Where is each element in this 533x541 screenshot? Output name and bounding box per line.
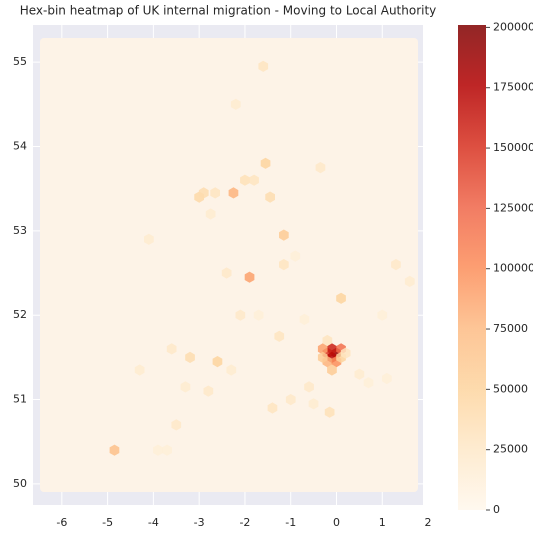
- hex-bin: [240, 174, 250, 186]
- hex-bin: [235, 309, 246, 321]
- hex-bin: [153, 444, 163, 456]
- hex-bin: [315, 162, 326, 174]
- hex-bin: [285, 394, 296, 406]
- hex-bin: [327, 343, 337, 355]
- hex-bin: [327, 364, 337, 376]
- x-tick-label: 0: [333, 516, 340, 529]
- hex-bin: [317, 351, 328, 363]
- hex-bin: [304, 381, 314, 393]
- hex-bin: [228, 187, 239, 199]
- hex-bin: [162, 444, 172, 456]
- hex-bin: [210, 187, 220, 199]
- hex-bin: [258, 60, 269, 72]
- hex-bin: [267, 402, 278, 414]
- hex-bin: [185, 351, 195, 363]
- hex-bin: [198, 187, 209, 199]
- hex-bin: [340, 347, 351, 359]
- hex-bin: [299, 313, 310, 325]
- hex-bin: [363, 377, 374, 389]
- colorbar-tick-label: 175000: [493, 81, 533, 94]
- hex-bin: [279, 229, 289, 241]
- hexes: [109, 60, 415, 456]
- hex-bin: [230, 98, 241, 110]
- x-tick-label: -1: [285, 516, 296, 529]
- hex-bin: [203, 385, 214, 397]
- hex-bin: [221, 267, 232, 279]
- x-tick-label: -4: [148, 516, 159, 529]
- hex-bin: [308, 398, 319, 410]
- colorbar-tick-label: 150000: [493, 141, 533, 154]
- hex-bin: [171, 419, 182, 431]
- y-tick-label: 54: [13, 139, 27, 152]
- hex-bin: [253, 309, 264, 321]
- hex-bin: [109, 444, 120, 456]
- hex-bin: [180, 381, 191, 393]
- x-tick-label: -3: [194, 516, 205, 529]
- colorbar-tick-label: 50000: [493, 382, 528, 395]
- chart-title: Hex-bin heatmap of UK internal migration…: [20, 4, 437, 18]
- hex-bin: [144, 233, 154, 245]
- hex-bin: [265, 191, 275, 203]
- y-tick-label: 53: [13, 224, 27, 237]
- hex-bin: [322, 334, 333, 347]
- y-tick-label: 51: [13, 393, 27, 406]
- hex-bin: [324, 406, 335, 418]
- colorbar-tick-label: 25000: [493, 443, 528, 456]
- hex-bin: [279, 259, 289, 271]
- hex-bin: [290, 250, 301, 262]
- hex-bin: [212, 356, 223, 368]
- x-tick-label: 2: [425, 516, 432, 529]
- colorbar: [458, 25, 486, 510]
- x-tick-label: -2: [239, 516, 250, 529]
- x-tick-label: 1: [379, 516, 386, 529]
- hex-bin: [336, 292, 346, 304]
- x-tick-label: -5: [102, 516, 113, 529]
- y-tick-label: 52: [13, 308, 27, 321]
- y-tick-label: 50: [13, 477, 27, 490]
- x-tick-label: -6: [56, 516, 67, 529]
- hex-bin: [260, 157, 271, 169]
- hex-bin: [226, 364, 237, 376]
- colorbar-tick-label: 75000: [493, 322, 528, 335]
- hex-bin: [382, 372, 392, 385]
- colorbar-tick-label: 200000: [493, 20, 533, 33]
- colorbar-tick-label: 125000: [493, 201, 533, 214]
- hex-bin: [244, 271, 255, 283]
- hex-bin: [391, 259, 401, 271]
- hex-background: [40, 38, 418, 492]
- hex-bin: [274, 330, 285, 342]
- hex-bin: [166, 343, 177, 355]
- hex-bin: [377, 309, 388, 321]
- hex-bin: [134, 364, 145, 376]
- hex-bin: [404, 275, 415, 287]
- hex-bin: [249, 174, 259, 186]
- y-tick-label: 55: [13, 55, 27, 68]
- colorbar-tick-label: 100000: [493, 262, 533, 275]
- hex-bin: [205, 208, 216, 220]
- hex-bin: [354, 368, 365, 380]
- colorbar-tick-label: 0: [493, 503, 500, 516]
- hex-bin: [317, 343, 328, 355]
